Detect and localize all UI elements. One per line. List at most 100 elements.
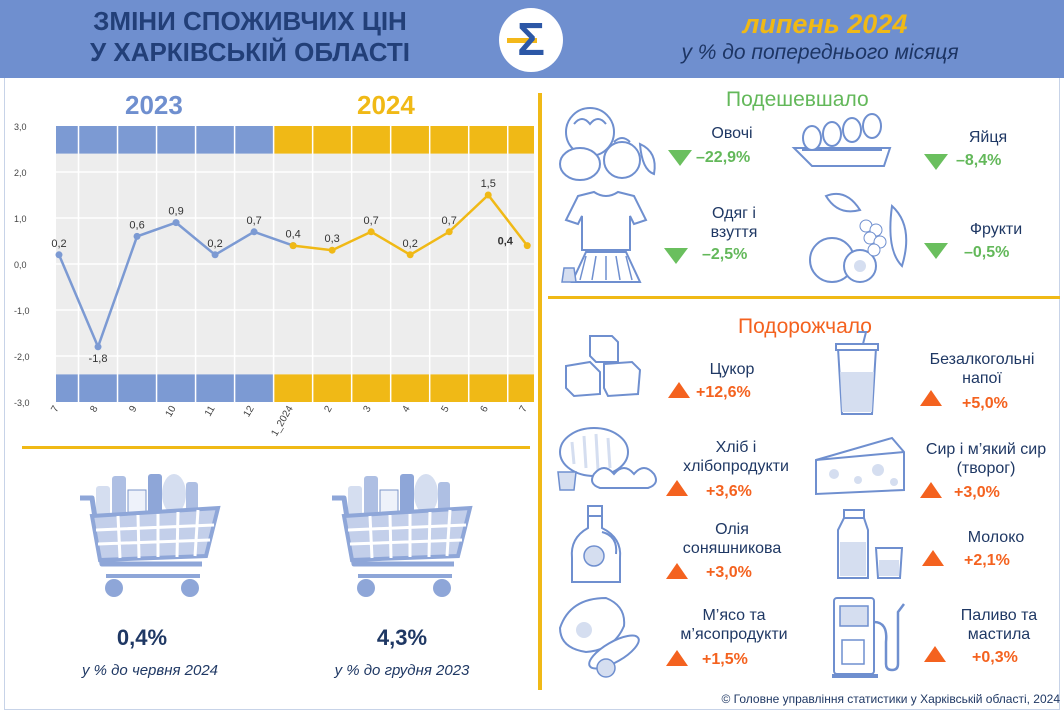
vegetables-label: Овочі (711, 125, 753, 142)
year-band-2024-top (273, 126, 534, 154)
cheaper-section-title: Подешевшало (726, 88, 869, 111)
decrease-arrow-icon (668, 150, 692, 166)
drink-label: Безалкогольні напої (929, 351, 1035, 387)
drink-icon (835, 331, 879, 415)
shopping-cart-icon (332, 474, 473, 597)
x-tick-label: 3 (361, 404, 374, 415)
cheese-value: +3,0% (954, 484, 1000, 501)
year-label-2023: 2023 (125, 90, 183, 120)
decrease-arrow-icon (924, 243, 948, 259)
increase-arrow-icon (920, 390, 942, 406)
eggs-label: Яйця (968, 129, 1008, 146)
data-label: 0,9 (168, 206, 183, 218)
sugar-value: +12,6% (696, 384, 751, 401)
fruits-value: –0,5% (964, 244, 1010, 261)
title-line-2: У ХАРКІВСЬКІЙ ОБЛАСТІ (89, 37, 411, 67)
decrease-arrow-icon (924, 154, 948, 170)
data-point (445, 228, 453, 236)
increase-arrow-icon (668, 382, 690, 398)
fruits-label: Фрукти (969, 221, 1023, 238)
y-tick-label: 1,0 (14, 214, 27, 224)
data-point (133, 232, 141, 240)
data-label: 0,6 (129, 219, 144, 231)
year-band-2023-top (56, 126, 274, 154)
x-tick-label: 1_2024 (270, 404, 296, 439)
footer-copyright: © Головне управління статистики у Харків… (721, 692, 1060, 706)
meat-label: М’ясо та м’ясопродукти (680, 607, 788, 643)
data-point (406, 251, 414, 259)
change-since-june-note: у % до червня 2024 (81, 662, 219, 679)
x-tick-label: 6 (479, 404, 492, 415)
x-tick-label: 5 (439, 404, 452, 415)
oil-value: +3,0% (706, 564, 752, 581)
bread-label: Хліб і хлібопродукти (683, 439, 789, 475)
data-point (250, 228, 258, 236)
pricier-section-title: Подорожчало (738, 315, 872, 338)
data-label: -1,8 (89, 353, 108, 365)
x-tick-label: 7 (49, 404, 62, 415)
y-tick-label: 0,0 (14, 260, 27, 270)
year-band-2023-bottom (56, 374, 274, 402)
y-tick-label: -1,0 (14, 306, 30, 316)
statistics-logo-icon: Σ (499, 8, 563, 72)
data-point (367, 228, 375, 236)
shopping-cart-icon (80, 474, 221, 597)
data-label: 0,2 (207, 238, 222, 250)
cheese-label: Сир і м’який сир (творог) (925, 441, 1047, 477)
y-tick-label: 2,0 (14, 168, 27, 178)
year-label-2024: 2024 (357, 90, 415, 120)
x-tick-label: 8 (88, 404, 101, 415)
x-tick-label: 12 (242, 404, 257, 420)
increase-arrow-icon (666, 563, 688, 579)
fuel-label: Паливо та мастила (960, 607, 1038, 643)
decrease-arrow-icon (664, 248, 688, 264)
increase-arrow-icon (922, 550, 944, 566)
sugar-label: Цукор (709, 361, 755, 378)
x-tick-label: 2 (322, 404, 335, 415)
fuel-icon (832, 597, 905, 678)
drink-value: +5,0% (962, 395, 1008, 412)
vegetables-value: –22,9% (696, 149, 751, 166)
x-tick-label: 4 (400, 404, 413, 415)
fuel-value: +0,3% (972, 649, 1018, 666)
data-point (328, 246, 336, 254)
y-tick-label: 3,0 (14, 122, 27, 132)
data-label: 0,2 (51, 238, 66, 250)
milk-icon (837, 509, 904, 579)
data-label: 1,5 (481, 178, 496, 190)
data-label: 0,7 (364, 215, 379, 227)
increase-arrow-icon (924, 646, 946, 662)
title-line-1: ЗМІНИ СПОЖИВЧИХ ЦІН (93, 6, 407, 36)
data-point (55, 251, 63, 259)
year-band-2024-bottom (273, 374, 534, 402)
meat-value: +1,5% (702, 651, 748, 668)
data-point (172, 219, 180, 227)
increase-arrow-icon (920, 482, 942, 498)
data-label: 0,3 (324, 233, 339, 245)
oil-label: Олія соняшникова (682, 521, 782, 557)
divider-left (22, 446, 530, 449)
data-point (211, 251, 219, 259)
y-tick-label: -3,0 (14, 398, 30, 408)
data-label: 0,4 (498, 236, 514, 248)
x-tick-label: 10 (164, 404, 179, 420)
data-label: 0,7 (246, 215, 261, 227)
increase-arrow-icon (666, 480, 688, 496)
change-since-december-value: 4,3% (376, 625, 428, 650)
divider-vertical (538, 93, 542, 690)
x-tick-label: 9 (127, 404, 140, 415)
page-title: ЗМІНИ СПОЖИВЧИХ ЦІН У ХАРКІВСЬКІЙ ОБЛАСТ… (40, 6, 460, 68)
milk-value: +2,1% (964, 552, 1010, 569)
oil-icon (570, 505, 622, 583)
x-tick-label: 7 (518, 404, 531, 415)
data-point (94, 343, 102, 351)
divider-right (548, 296, 1060, 299)
data-label: 0,7 (442, 215, 457, 227)
fruits-icon (809, 192, 908, 283)
bread-icon (557, 427, 657, 491)
clothes-value: –2,5% (702, 246, 748, 263)
report-month: липень 2024 (742, 9, 908, 39)
header-banner: ЗМІНИ СПОЖИВЧИХ ЦІН У ХАРКІВСЬКІЙ ОБЛАСТ… (0, 0, 1064, 78)
price-index-line-chart: 3,0 2,0 1,0 0,0 -1,0 -2,0 -3,0 7 8 9 10 11 12 1_2024 2… (14, 122, 534, 439)
clothes-label: Одяг і взуття (710, 205, 758, 241)
